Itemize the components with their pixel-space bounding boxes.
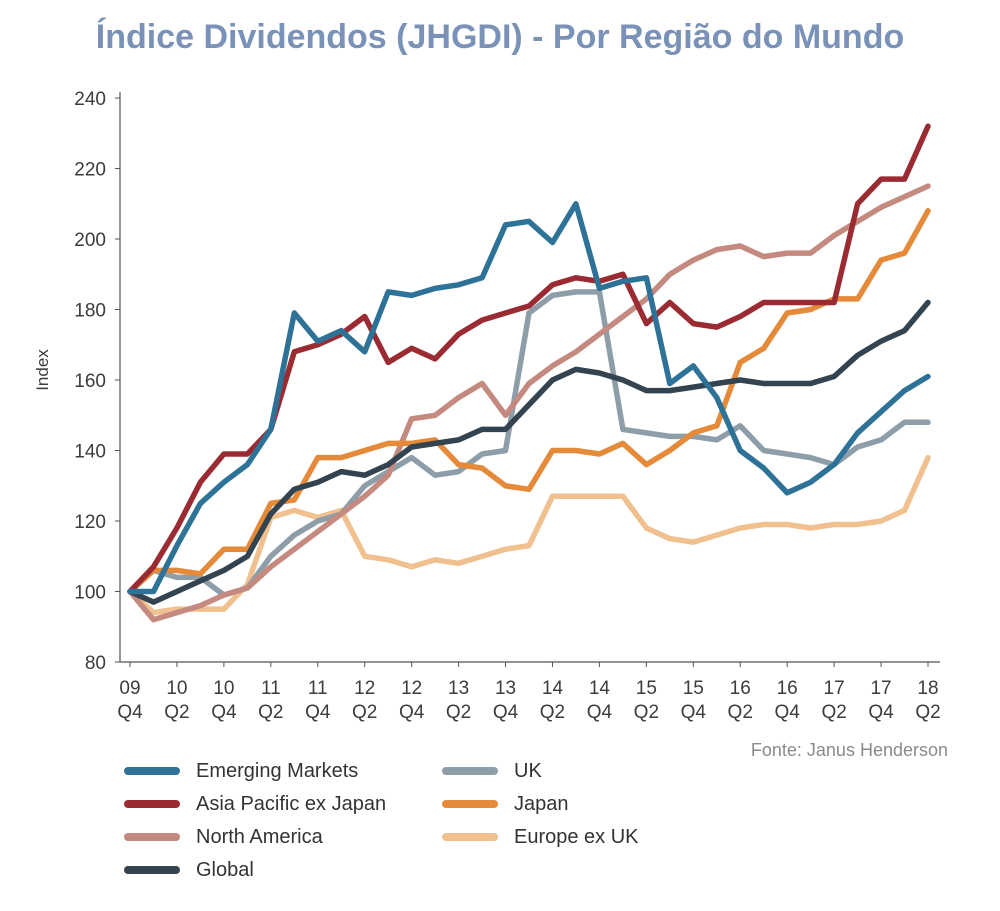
x-tick-year: 12 (401, 678, 422, 699)
x-tick-quarter: Q4 (399, 702, 425, 723)
x-tick-year: 10 (213, 678, 234, 699)
legend-swatch (442, 767, 498, 775)
y-tick-label: 240 (74, 89, 106, 110)
series-line-uk (127, 289, 931, 598)
x-tick-quarter: Q2 (821, 702, 846, 723)
x-tick-quarter: Q4 (868, 702, 894, 723)
y-tick-label: 180 (74, 301, 106, 322)
y-tick-label: 80 (85, 653, 106, 674)
x-tick-quarter: Q4 (587, 702, 613, 723)
series-line-global (127, 299, 931, 605)
x-tick-year: 15 (636, 678, 657, 699)
x-tick-year: 16 (777, 678, 798, 699)
y-tick-label: 100 (74, 583, 106, 604)
x-tick-quarter: Q2 (164, 702, 189, 723)
legend-swatch (124, 800, 180, 808)
legend-item: UK (442, 756, 542, 786)
x-tick-year: 10 (166, 678, 187, 699)
x-tick-year: 09 (119, 678, 140, 699)
legend-item: Emerging Markets (124, 756, 358, 786)
chart-title: Índice Dividendos (JHGDI) - Por Região d… (95, 18, 905, 56)
x-tick-quarter: Q2 (352, 702, 377, 723)
x-tick-year: 11 (308, 678, 328, 699)
legend-label: UK (514, 759, 542, 782)
legend-label: Emerging Markets (196, 759, 359, 782)
y-axis-label: Index (33, 349, 52, 391)
x-tick-year: 14 (589, 678, 611, 699)
legend-label: Europe ex UK (514, 825, 639, 848)
series-line-emerging-markets (127, 201, 931, 595)
y-tick-label: 220 (74, 160, 106, 181)
legend-swatch (124, 833, 180, 841)
legend-item: Global (124, 855, 254, 885)
legend-label: North America (196, 825, 323, 848)
x-tick-quarter: Q2 (634, 702, 659, 723)
legend-swatch (124, 767, 180, 775)
series-line-north-america (127, 183, 931, 623)
x-tick-year: 13 (448, 678, 469, 699)
x-tick-quarter: Q4 (774, 702, 800, 723)
x-tick-quarter: Q2 (728, 702, 753, 723)
x-tick-quarter: Q4 (681, 702, 707, 723)
legend-item: Japan (442, 789, 569, 819)
x-tick-year: 11 (261, 678, 281, 699)
series-line-japan (127, 208, 931, 595)
x-tick-year: 13 (495, 678, 516, 699)
x-tick-year: 12 (354, 678, 375, 699)
x-tick-year: 16 (730, 678, 751, 699)
legend-swatch (442, 800, 498, 808)
y-tick-label: 200 (74, 230, 106, 251)
legend-swatch (442, 833, 498, 841)
x-tick-year: 15 (683, 678, 704, 699)
x-tick-quarter: Q4 (493, 702, 519, 723)
series-line-asia-pacific-ex-japan (127, 123, 931, 595)
legend-item: North America (124, 822, 323, 852)
x-tick-year: 14 (542, 678, 564, 699)
x-tick-year: 17 (870, 678, 891, 699)
x-tick-quarter: Q4 (305, 702, 331, 723)
x-tick-year: 18 (917, 678, 938, 699)
x-tick-quarter: Q4 (211, 702, 237, 723)
x-tick-quarter: Q2 (446, 702, 471, 723)
y-tick-label: 120 (74, 512, 106, 533)
y-tick-labels: 80 100 120 140 160 180 200 220 240 (74, 89, 120, 674)
x-tick-labels: 09 Q4 10 Q2 10 Q4 11 Q2 11 Q4 12 Q2 12 Q4 13 Q2 13 Q4 14 Q2… (117, 662, 941, 723)
legend-item: Europe ex UK (442, 822, 639, 852)
legend-label: Japan (514, 792, 569, 815)
axes (119, 92, 940, 663)
x-tick-quarter: Q4 (117, 702, 143, 723)
legend-label: Global (196, 858, 254, 881)
legend-item: Asia Pacific ex Japan (124, 789, 386, 819)
y-tick-label: 140 (74, 442, 106, 463)
series-lines (127, 123, 931, 623)
y-tick-label: 160 (74, 371, 106, 392)
series-line-europe-ex-uk (127, 454, 931, 616)
source-note: Fonte: Janus Henderson (750, 740, 948, 760)
x-tick-year: 17 (824, 678, 845, 699)
x-tick-quarter: Q2 (915, 702, 940, 723)
legend-swatch (124, 866, 180, 874)
x-tick-quarter: Q2 (258, 702, 283, 723)
legend-label: Asia Pacific ex Japan (196, 792, 387, 815)
x-tick-quarter: Q2 (540, 702, 565, 723)
